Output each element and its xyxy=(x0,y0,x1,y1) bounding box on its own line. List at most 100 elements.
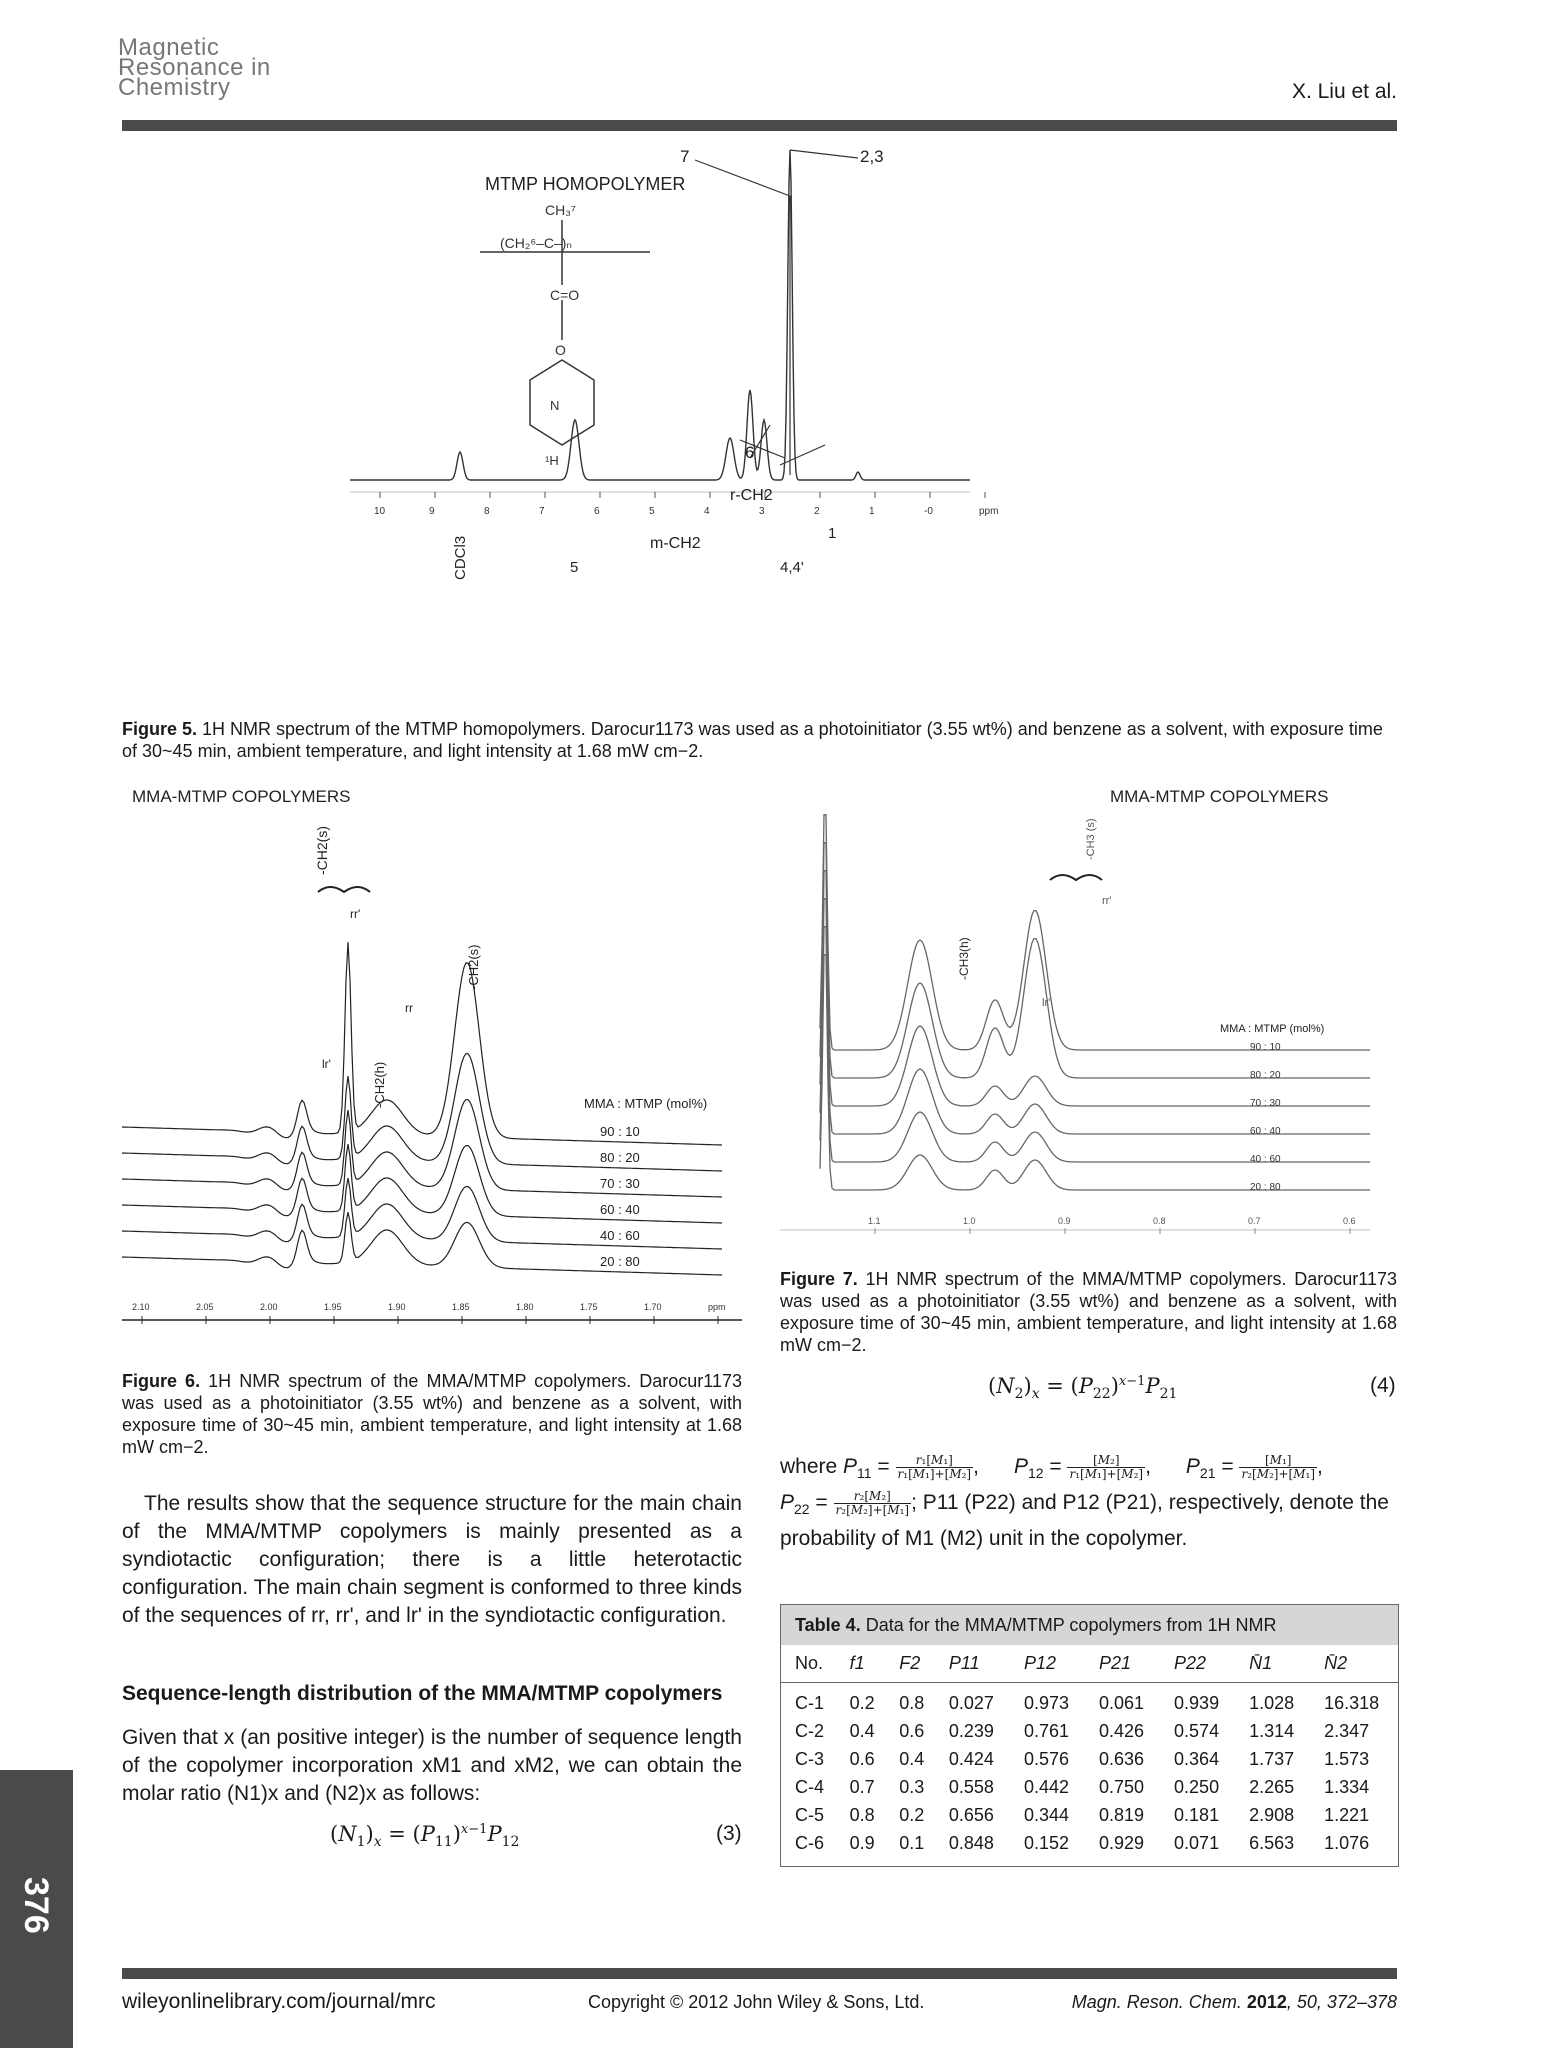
footer-rule xyxy=(122,1968,1397,1979)
equation-4-number: (4) xyxy=(1370,1374,1396,1397)
fig5-tick-label: 7 xyxy=(539,506,545,517)
fig6-series-trace xyxy=(122,1177,723,1250)
fig6-caption-label: Figure 6. xyxy=(122,1371,201,1391)
fig5-trace xyxy=(350,149,970,481)
table-4-col-header: P22 xyxy=(1160,1645,1236,1683)
fig6-tick-label: 1.95 xyxy=(324,1302,342,1312)
figure-5-spectrum: MTMP HOMOPOLYMER CH₃⁷ (CH₂⁶–C–)ₙ C=O O N… xyxy=(350,147,998,580)
table-cell: 0.973 xyxy=(1023,1693,1069,1713)
logo-line-3: Chemistry xyxy=(118,74,231,101)
fig5-tick-label: 6 xyxy=(594,506,600,517)
fig5-caption-text: 1H NMR spectrum of the MTMP homopolymers… xyxy=(122,719,1383,761)
fig6-tick-label: 2.10 xyxy=(132,1302,150,1312)
table-cell: C-4 xyxy=(795,1777,825,1797)
table-cell: 0.239 xyxy=(948,1721,994,1741)
table-cell: 0.181 xyxy=(1174,1805,1220,1825)
fig7-ratio-label: 60 : 40 xyxy=(1250,1126,1281,1137)
fig5-peak-label-6: 6 xyxy=(745,443,754,462)
fig7-series-trace xyxy=(819,954,1370,1191)
fig6-ratio-label: 40 : 60 xyxy=(600,1228,640,1243)
fig5-struct-ch2: (CH₂⁶–C–)ₙ xyxy=(500,235,572,251)
table-cell: 0.656 xyxy=(948,1805,994,1825)
fig5-peak-label-1: 1 xyxy=(828,525,836,542)
fig6-tick-label: 1.80 xyxy=(516,1302,534,1312)
table-4-title: Data for the MMA/MTMP copolymers from 1H… xyxy=(865,1615,1277,1635)
fig6-series-trace xyxy=(122,1098,723,1198)
table-cell: 2.265 xyxy=(1249,1777,1295,1797)
header-rule xyxy=(122,120,1397,131)
table-row: C-2 0.4 0.6 0.239 0.761 0.426 0.574 1.314 2.347 xyxy=(781,1718,1398,1746)
table-cell: C-6 xyxy=(795,1833,825,1853)
fig6-tick-label: 2.00 xyxy=(260,1302,278,1312)
fig5-tick-label: 5 xyxy=(649,506,655,517)
equation-3-number: (3) xyxy=(716,1822,742,1845)
fig5-axis-ticks: 10 9 8 7 6 5 4 3 2 1 -0 ppm xyxy=(374,492,998,517)
fig5-tick-label: 10 xyxy=(374,506,386,517)
table-cell: 0.819 xyxy=(1098,1805,1145,1825)
probability-definitions: where P11 = r₁[M₁] r₁[M₁]+[M₂], P12 = [M₂… xyxy=(780,1452,1397,1554)
table-cell: 0.636 xyxy=(1098,1749,1145,1769)
fig7-tick-label: 1.0 xyxy=(963,1216,976,1226)
fig7-title: MMA-MTMP COPOLYMERS xyxy=(1110,787,1329,806)
table-cell: 0.061 xyxy=(1098,1693,1145,1713)
fig6-series-trace xyxy=(122,1211,723,1276)
table-cell: 2.908 xyxy=(1249,1805,1295,1825)
table-cell: 0.071 xyxy=(1174,1833,1220,1853)
fig7-caption-text: 1H NMR spectrum of the MMA/MTMP copolyme… xyxy=(780,1269,1398,1355)
fig6-ratio-label: 80 : 20 xyxy=(600,1150,640,1165)
table-4-col-header: f1 xyxy=(835,1645,886,1683)
table-cell: 0.4 xyxy=(899,1749,925,1769)
footer-copyright: Copyright © 2012 John Wiley & Sons, Ltd. xyxy=(588,1992,925,2012)
table-cell: 2.347 xyxy=(1324,1721,1370,1741)
fig5-caption-label: Figure 5. xyxy=(122,719,198,739)
fig6-peak-label-rr-prime: rr' xyxy=(350,907,360,921)
fig7-ratio-label: 40 : 60 xyxy=(1250,1154,1281,1165)
table-cell: 0.929 xyxy=(1098,1833,1145,1853)
fig7-tick-label: 0.7 xyxy=(1248,1216,1261,1226)
fig5-struct-o: O xyxy=(555,342,566,358)
table-cell: C-5 xyxy=(795,1805,825,1825)
footer-url: wileyonlinelibrary.com/journal/mrc xyxy=(122,1990,436,2013)
citation-rest: , 50, 372–378 xyxy=(1286,1992,1397,2012)
page-tab xyxy=(0,1770,73,2048)
table-cell: 0.424 xyxy=(948,1749,994,1769)
table-cell: 1.334 xyxy=(1324,1777,1370,1797)
table-row: C-5 0.8 0.2 0.656 0.344 0.819 0.181 2.908 1.221 xyxy=(781,1802,1398,1830)
fig7-brace xyxy=(1049,874,1103,882)
fig6-ratio-label: 60 : 40 xyxy=(600,1202,640,1217)
table-cell: 1.737 xyxy=(1249,1749,1295,1769)
fig7-tick-label: 1.1 xyxy=(868,1216,881,1226)
table-cell: 0.2 xyxy=(899,1805,925,1825)
table-cell: 0.6 xyxy=(899,1721,925,1741)
table-cell: C-1 xyxy=(795,1693,825,1713)
journal-logo: Magnetic Resonance in Chemistry xyxy=(118,36,271,101)
table-row: C-6 0.9 0.1 0.848 0.152 0.929 0.071 6.563 1.076 xyxy=(781,1830,1398,1866)
table-cell: 0.9 xyxy=(849,1833,875,1853)
fig7-ratio-label: 80 : 20 xyxy=(1250,1070,1281,1081)
equation-3: (N1)x = (P11)x−1P12 xyxy=(330,1822,520,1851)
fig5-title: MTMP HOMOPOLYMER xyxy=(485,174,685,194)
table-cell: C-3 xyxy=(795,1749,825,1769)
fig7-peak-label-rr-prime: rr' xyxy=(1102,895,1111,907)
fig7-ratio-label: 90 : 10 xyxy=(1250,1042,1281,1053)
table-cell: 0.576 xyxy=(1023,1749,1069,1769)
table-cell: 0.2 xyxy=(849,1693,875,1713)
fig5-tick-label: 1 xyxy=(869,506,875,517)
fig6-caption-text: 1H NMR spectrum of the MMA/MTMP copolyme… xyxy=(122,1371,742,1457)
figure-6-spectrum: MMA-MTMP COPOLYMERS 90 : 10 80 : 20 70 : 3… xyxy=(122,787,742,1324)
where-text: P11 (P22) and P12 (P21), respectively, d… xyxy=(780,1491,1389,1551)
table-4-header-row: No. f1 F2 P11 P12 P21 P22 N̄1 N̄2 xyxy=(781,1645,1398,1683)
table-cell: 1.221 xyxy=(1324,1805,1370,1825)
fig6-peak-label-ch2s-top: -CH2(s) xyxy=(314,826,330,875)
table-cell: 6.563 xyxy=(1249,1833,1295,1853)
table-cell: 0.8 xyxy=(899,1693,925,1713)
table-cell: 0.426 xyxy=(1098,1721,1145,1741)
fig7-axis-ticks: 1.1 1.0 0.9 0.8 0.7 0.6 xyxy=(868,1216,1356,1234)
fig5-peak-label-44: 4,4' xyxy=(780,559,804,576)
table-cell: 1.028 xyxy=(1249,1693,1295,1713)
fig7-peak-label-ch3s: -CH3 (s) xyxy=(1085,818,1097,860)
table-cell: 0.939 xyxy=(1174,1693,1220,1713)
table-4-label: Table 4. xyxy=(795,1615,861,1635)
table-cell: 0.152 xyxy=(1023,1833,1069,1853)
fig7-tick-label: 0.6 xyxy=(1343,1216,1356,1226)
